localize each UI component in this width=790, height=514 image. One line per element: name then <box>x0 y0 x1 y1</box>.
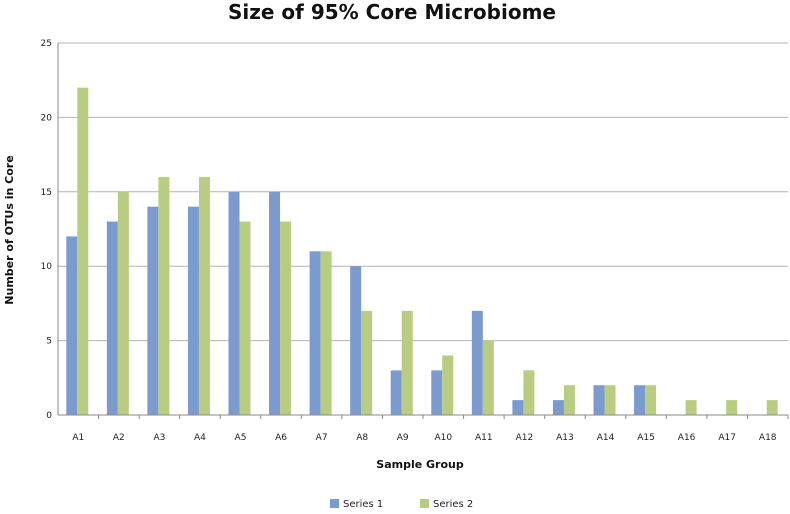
x-tick-label: A7 <box>316 433 328 443</box>
bar-1-A11 <box>471 310 483 415</box>
y-tick-label: 0 <box>46 411 52 421</box>
bar-1-A13 <box>552 400 564 415</box>
x-tick-label: A13 <box>556 433 574 443</box>
legend-swatch <box>330 499 339 508</box>
bar-2-A10 <box>442 355 454 415</box>
x-tick-label: A9 <box>397 433 409 443</box>
bar-2-A15 <box>645 385 657 415</box>
bar-1-A3 <box>147 206 159 415</box>
bar-2-A6 <box>280 221 292 415</box>
bar-1-A10 <box>431 370 443 415</box>
bar-2-A1 <box>77 87 89 415</box>
bar-2-A13 <box>563 385 575 415</box>
x-tick-label: A10 <box>434 433 452 443</box>
bar-2-A7 <box>320 251 332 415</box>
bar-2-A11 <box>482 340 494 415</box>
bars <box>66 87 778 415</box>
bar-1-A14 <box>593 385 605 415</box>
x-tick-label: A6 <box>275 433 287 443</box>
x-tick-label: A17 <box>718 433 736 443</box>
bar-1-A8 <box>350 266 362 415</box>
x-tick-label: A2 <box>113 433 125 443</box>
bar-2-A17 <box>726 400 738 415</box>
y-tick-label: 10 <box>41 262 53 272</box>
x-tick-label: A3 <box>153 433 165 443</box>
bar-1-A6 <box>269 191 281 415</box>
y-axis-ticks: 0 5 10 15 20 25 <box>41 39 53 421</box>
bar-2-A16 <box>685 400 697 415</box>
legend-swatch <box>420 499 429 508</box>
bar-1-A7 <box>309 251 321 415</box>
x-tick-label: A14 <box>597 433 615 443</box>
bar-1-A9 <box>390 370 402 415</box>
y-tick-label: 20 <box>41 113 53 123</box>
x-tick-label: A1 <box>72 433 84 443</box>
bar-2-A9 <box>401 310 413 415</box>
x-tick-label: A4 <box>194 433 206 443</box>
x-tick-label: A18 <box>759 433 777 443</box>
x-axis-ticks: A1 A2 A3 A4 A5 A6 A7 A8 A9 A10 A11 A12 A13 A14 A15 A16 A… <box>72 415 789 443</box>
x-tick-label: A15 <box>637 433 655 443</box>
y-tick-label: 5 <box>46 337 52 347</box>
bar-2-A14 <box>604 385 616 415</box>
y-tick-label: 25 <box>41 39 52 49</box>
bar-1-A5 <box>228 191 240 415</box>
chart-title: Size of 95% Core Microbiome <box>228 0 556 24</box>
y-axis-title: Number of OTUs in Core <box>3 155 16 304</box>
bar-1-A15 <box>634 385 646 415</box>
x-tick-label: A11 <box>475 433 493 443</box>
x-axis-title: Sample Group <box>376 458 464 471</box>
bar-2-A5 <box>239 221 251 415</box>
legend-label: Series 1 <box>343 499 383 510</box>
x-tick-label: A12 <box>516 433 534 443</box>
bar-2-A2 <box>117 191 129 415</box>
bar-1-A1 <box>66 236 78 415</box>
bar-1-A12 <box>512 400 524 415</box>
bar-2-A3 <box>158 176 170 415</box>
legend-label: Series 2 <box>433 499 473 510</box>
bar-2-A8 <box>361 310 373 415</box>
bar-2-A4 <box>198 176 210 415</box>
bar-1-A4 <box>187 206 199 415</box>
legend: Series 1 Series 2 <box>330 499 473 510</box>
x-tick-label: A16 <box>678 433 696 443</box>
x-tick-label: A8 <box>356 433 368 443</box>
gridlines <box>57 42 788 415</box>
bar-2-A18 <box>766 400 778 415</box>
bar-2-A12 <box>523 370 535 415</box>
bar-1-A2 <box>106 221 118 415</box>
y-tick-label: 15 <box>41 188 52 198</box>
x-tick-label: A5 <box>235 433 247 443</box>
